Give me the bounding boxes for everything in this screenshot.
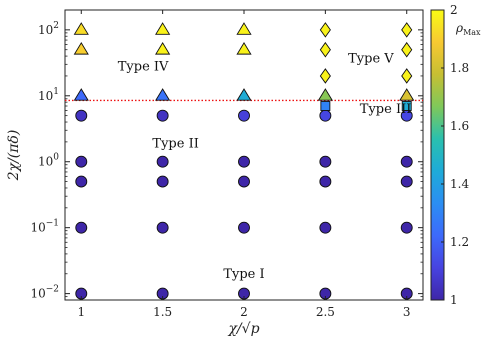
- data-point-circle: [75, 175, 88, 188]
- x-tick-label: 3: [403, 305, 411, 319]
- y-tick-label: 100: [38, 153, 59, 169]
- data-point-circle: [319, 109, 332, 122]
- y-tick-label: 10−1: [30, 219, 59, 235]
- data-point-circle: [156, 221, 169, 234]
- data-point-triangle: [236, 22, 252, 35]
- colorbar-label: ρMax: [455, 21, 481, 37]
- data-point-triangle: [236, 88, 252, 101]
- data-point-circle: [75, 221, 88, 234]
- data-point-triangle: [155, 88, 171, 101]
- data-point-square: [320, 101, 331, 111]
- data-point-diamond: [401, 41, 413, 58]
- data-point-triangle: [236, 42, 252, 55]
- region-label: Type III: [360, 102, 412, 117]
- data-point-circle: [75, 109, 88, 122]
- colorbar-tick-label: 1.6: [450, 119, 469, 133]
- data-point-circle: [238, 109, 250, 122]
- y-axis-label: 2χ/(πδ): [6, 130, 22, 182]
- x-tick-label: 1: [77, 305, 85, 319]
- data-point-circle: [238, 175, 250, 188]
- data-point-circle: [400, 221, 413, 234]
- region-label: Type IV: [118, 59, 169, 74]
- data-point-circle: [319, 175, 332, 188]
- data-point-triangle: [155, 22, 171, 35]
- x-axis-label: χ/√p: [227, 321, 259, 337]
- data-point-circle: [156, 109, 169, 122]
- data-point-triangle: [73, 42, 89, 55]
- colorbar-tick-label: 1.4: [450, 177, 469, 191]
- data-point-circle: [75, 155, 88, 168]
- region-label: Type II: [152, 136, 198, 151]
- data-point-circle: [238, 155, 250, 168]
- data-point-circle: [156, 175, 169, 188]
- y-axis: 10−2 10−1 100 101 102: [30, 9, 423, 301]
- data-point-triangle: [317, 88, 333, 101]
- data-point-circle: [400, 175, 413, 188]
- data-point-circle: [319, 221, 332, 234]
- data-point-triangle: [73, 88, 89, 101]
- y-tick-label: 10−2: [30, 285, 59, 301]
- plot-frame: [64, 9, 424, 301]
- x-tick-label: 2.5: [316, 305, 335, 319]
- colorbar-tick-label: 2: [450, 3, 458, 17]
- data-points: [73, 22, 415, 300]
- colorbar-gradient: [430, 9, 445, 301]
- region-label: Type V: [348, 51, 394, 66]
- colorbar-tick-label: 1: [450, 293, 458, 307]
- region-label: Type I: [223, 267, 264, 282]
- data-point-diamond: [319, 22, 331, 38]
- data-point-triangle: [399, 88, 415, 101]
- data-point-circle: [156, 155, 169, 168]
- colorbar-tick-label: 1.8: [450, 61, 469, 75]
- data-point-circle: [319, 155, 332, 168]
- data-point-triangle: [73, 22, 89, 35]
- y-tick-label: 102: [38, 21, 59, 37]
- axis-labels: χ/√p 2χ/(πδ): [6, 130, 260, 337]
- data-point-square: [401, 101, 412, 111]
- x-tick-label: 2: [240, 305, 248, 319]
- data-point-circle: [400, 155, 413, 168]
- data-point-diamond: [401, 68, 413, 84]
- colorbar-tick-label: 1.2: [450, 235, 469, 249]
- x-axis: 1 1.5 2 2.5 3: [77, 10, 411, 319]
- data-point-circle: [238, 221, 250, 234]
- data-point-triangle: [155, 42, 171, 55]
- region-labels: Type I Type II Type III Type IV Type V: [118, 51, 412, 281]
- data-point-diamond: [319, 41, 331, 58]
- data-point-diamond: [401, 22, 413, 38]
- y-tick-label: 101: [38, 87, 59, 103]
- plot-area: [64, 9, 424, 301]
- colorbar: 1 1.2 1.4 1.6 1.8 2 ρMax: [430, 3, 481, 307]
- data-point-diamond: [319, 68, 331, 84]
- x-tick-label: 1.5: [153, 305, 172, 319]
